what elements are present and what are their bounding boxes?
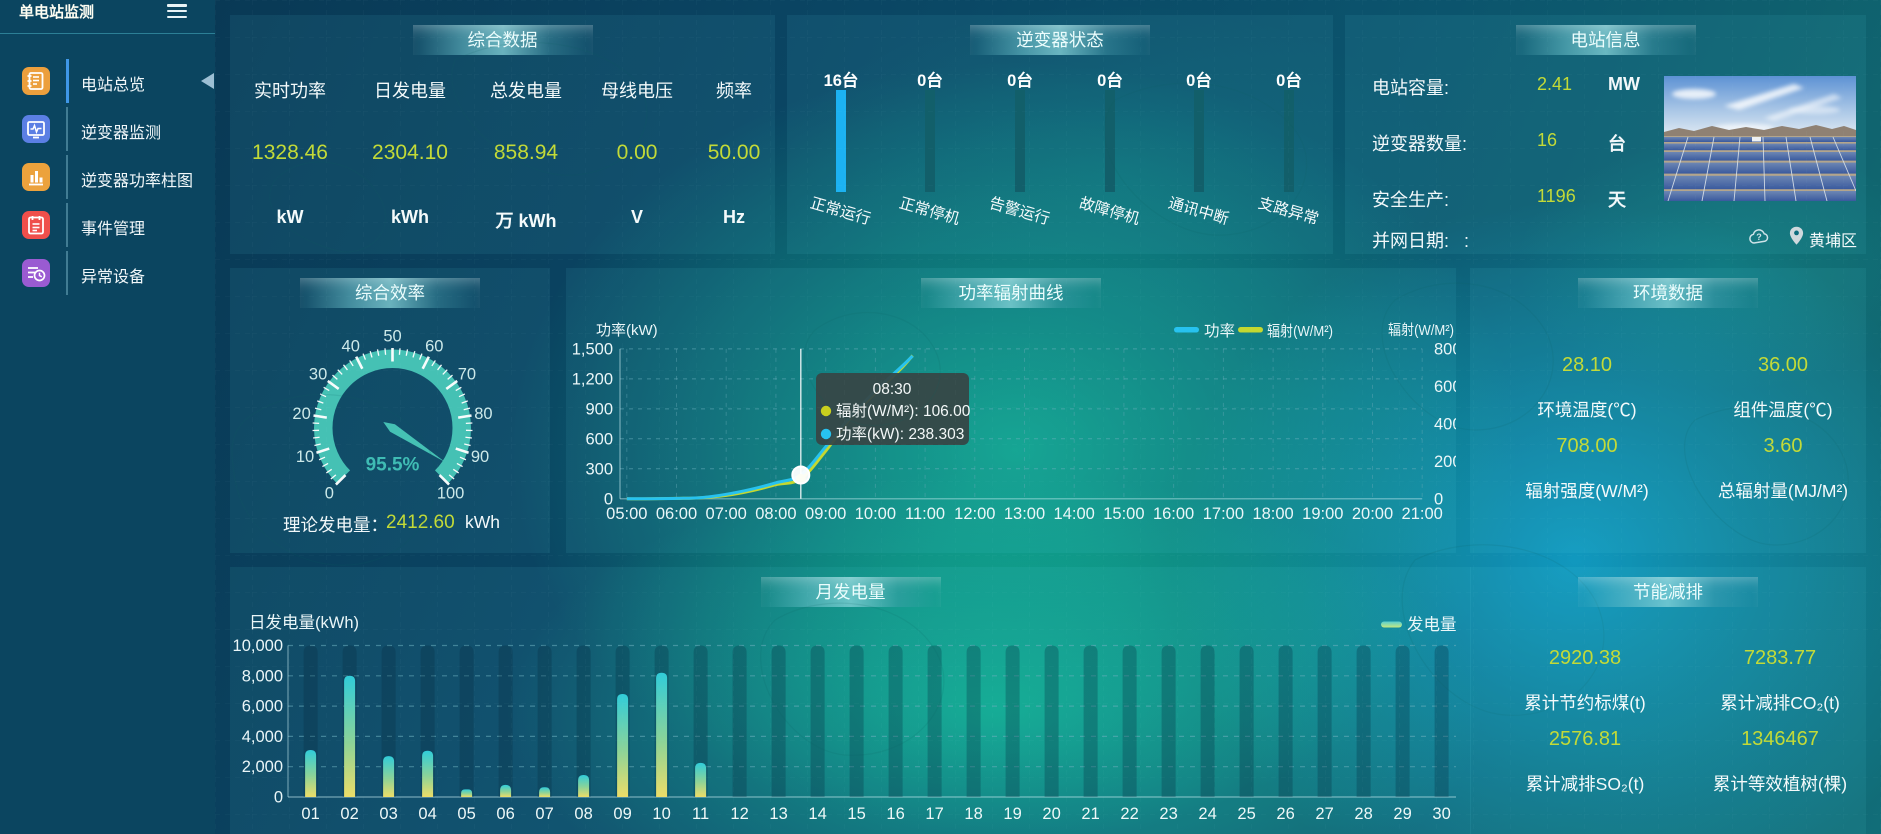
svg-text:11:00: 11:00 [905,505,945,523]
svg-text:30: 30 [1432,805,1450,823]
svg-text:20: 20 [1042,805,1060,823]
svg-text:90: 90 [471,448,489,466]
svg-text:07: 07 [535,805,553,823]
svg-text:05: 05 [457,805,475,823]
svg-text:200: 200 [1434,453,1456,471]
svg-text:50: 50 [383,328,401,346]
svg-text:600: 600 [585,430,613,448]
svg-text:20:00: 20:00 [1352,505,1393,523]
svg-text:17: 17 [925,805,943,823]
svg-text:06: 06 [496,805,514,823]
svg-text:08:30: 08:30 [873,381,912,398]
svg-text:15: 15 [847,805,865,823]
svg-text:辐射(W/M²): 106.00: 辐射(W/M²): 106.00 [836,402,971,420]
svg-text:18:00: 18:00 [1252,505,1293,523]
svg-text:30: 30 [309,365,327,383]
svg-text:功率(kW): 功率(kW) [596,322,658,339]
svg-text:14: 14 [808,805,826,823]
svg-text:07:00: 07:00 [706,505,747,523]
svg-text:02: 02 [340,805,358,823]
svg-text:13: 13 [769,805,787,823]
svg-text:6,000: 6,000 [242,698,283,716]
svg-text:27: 27 [1315,805,1333,823]
svg-text:09:00: 09:00 [805,505,846,523]
svg-text:4,000: 4,000 [242,728,283,746]
svg-text:0: 0 [325,485,334,503]
svg-text:16:00: 16:00 [1153,505,1194,523]
svg-text:10: 10 [296,448,314,466]
svg-text:800: 800 [1434,340,1456,358]
svg-text:15:00: 15:00 [1103,505,1144,523]
svg-text:09: 09 [613,805,631,823]
svg-text:28: 28 [1354,805,1372,823]
svg-text:25: 25 [1237,805,1255,823]
svg-text:24: 24 [1198,805,1216,823]
svg-text:01: 01 [301,805,319,823]
svg-text:10: 10 [652,805,670,823]
svg-text:08: 08 [574,805,592,823]
svg-text:95.5%: 95.5% [366,455,420,476]
svg-text:60: 60 [425,338,443,356]
svg-text:11: 11 [692,805,709,823]
svg-text:21:00: 21:00 [1402,505,1443,523]
svg-text:29: 29 [1393,805,1411,823]
svg-text:发电量: 发电量 [1407,615,1457,634]
svg-text:100: 100 [437,485,465,503]
svg-text:0: 0 [274,789,283,807]
svg-text:14:00: 14:00 [1054,505,1095,523]
svg-text:19: 19 [1003,805,1021,823]
svg-text:12:00: 12:00 [954,505,995,523]
svg-text:1,500: 1,500 [572,340,613,358]
svg-text:300: 300 [585,460,613,478]
svg-text:功率: 功率 [1204,322,1235,340]
svg-text:03: 03 [379,805,397,823]
svg-text:1,200: 1,200 [572,370,613,388]
svg-text:?: ? [1756,232,1762,242]
svg-text:20: 20 [292,405,310,423]
svg-text:22: 22 [1120,805,1138,823]
svg-text:80: 80 [474,405,492,423]
svg-text:40: 40 [342,338,360,356]
svg-text:23: 23 [1159,805,1177,823]
svg-text:26: 26 [1276,805,1294,823]
svg-text:04: 04 [418,805,436,823]
svg-text:13:00: 13:00 [1004,505,1045,523]
svg-text:10,000: 10,000 [233,637,283,655]
svg-text:18: 18 [964,805,982,823]
svg-text:19:00: 19:00 [1302,505,1343,523]
svg-text:辐射(W/M²): 辐射(W/M²) [1267,323,1333,340]
svg-text:8,000: 8,000 [242,667,283,685]
svg-text:21: 21 [1081,805,1099,823]
svg-text:日发电量(kWh): 日发电量(kWh) [249,613,359,632]
svg-text:10:00: 10:00 [855,505,896,523]
svg-text:功率(kW): 238.303: 功率(kW): 238.303 [836,425,964,443]
svg-text:600: 600 [1434,378,1456,396]
svg-text:06:00: 06:00 [656,505,697,523]
svg-text:17:00: 17:00 [1203,505,1244,523]
svg-text:400: 400 [1434,415,1456,433]
svg-text:08:00: 08:00 [755,505,796,523]
svg-text:70: 70 [458,365,476,383]
svg-text:900: 900 [585,400,613,418]
svg-text:12: 12 [730,805,748,823]
svg-text:辐射(W/M²): 辐射(W/M²) [1388,322,1454,339]
svg-text:05:00: 05:00 [606,505,647,523]
svg-text:16: 16 [886,805,904,823]
svg-text:2,000: 2,000 [242,758,283,776]
